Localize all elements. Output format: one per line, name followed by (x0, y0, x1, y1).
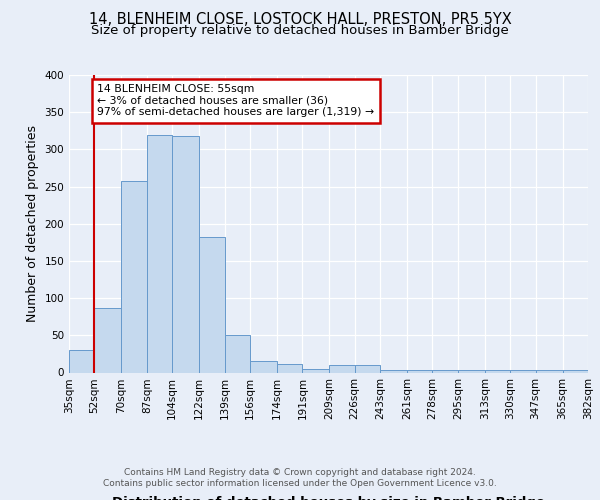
Bar (224, 336, 250, 372)
X-axis label: Distribution of detached houses by size in Bamber Bridge: Distribution of detached houses by size … (112, 496, 545, 500)
Text: Contains HM Land Registry data © Crown copyright and database right 2024.
Contai: Contains HM Land Registry data © Crown c… (103, 468, 497, 487)
Text: Size of property relative to detached houses in Bamber Bridge: Size of property relative to detached ho… (91, 24, 509, 37)
Bar (329, 365, 355, 372)
Bar (380, 370, 407, 372)
Bar (250, 362, 277, 372)
Bar (458, 370, 485, 372)
Bar (563, 370, 588, 372)
Bar (121, 182, 147, 372)
Bar (355, 365, 380, 372)
Bar (485, 370, 510, 372)
Bar (199, 237, 224, 372)
Bar (147, 134, 172, 372)
Bar (433, 370, 458, 372)
Bar (172, 136, 199, 372)
Bar (69, 350, 94, 372)
Text: 14 BLENHEIM CLOSE: 55sqm
← 3% of detached houses are smaller (36)
97% of semi-de: 14 BLENHEIM CLOSE: 55sqm ← 3% of detache… (97, 84, 374, 117)
Text: 14, BLENHEIM CLOSE, LOSTOCK HALL, PRESTON, PR5 5YX: 14, BLENHEIM CLOSE, LOSTOCK HALL, PRESTO… (89, 12, 511, 28)
Y-axis label: Number of detached properties: Number of detached properties (26, 125, 39, 322)
Bar (407, 370, 433, 372)
Bar (302, 369, 329, 372)
Bar (536, 370, 563, 372)
Bar (277, 364, 302, 372)
Bar (94, 308, 121, 372)
Bar (510, 370, 536, 372)
